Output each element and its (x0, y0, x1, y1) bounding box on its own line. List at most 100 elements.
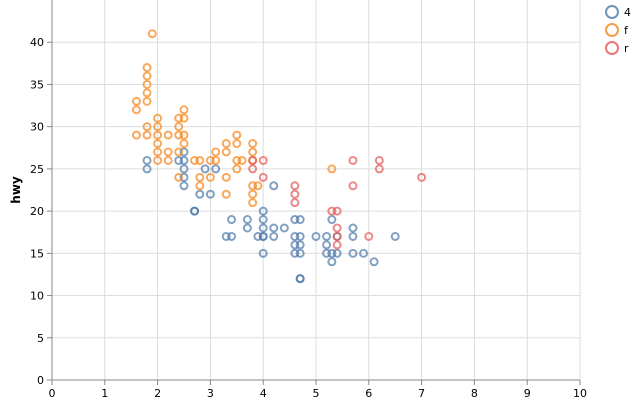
legend-label-r: r (624, 42, 629, 55)
y-tick-label: 40 (30, 36, 44, 49)
point-r (332, 223, 342, 233)
point-f (232, 164, 242, 174)
point-4 (359, 248, 369, 258)
point-r (290, 198, 300, 208)
point-f (174, 172, 184, 182)
point-f (147, 29, 157, 39)
point-4 (290, 248, 300, 258)
point-r (364, 231, 374, 241)
point-4 (295, 240, 305, 250)
point-f (195, 155, 205, 165)
point-f (221, 139, 231, 149)
legend-label-4: 4 (624, 6, 631, 19)
point-r (332, 240, 342, 250)
point-4 (295, 231, 305, 241)
point-4 (242, 215, 252, 225)
point-4 (258, 248, 268, 258)
y-tick-label: 5 (37, 332, 44, 345)
point-f (211, 147, 221, 157)
point-f (327, 164, 337, 174)
point-r (374, 164, 384, 174)
point-f (179, 139, 189, 149)
point-r (332, 206, 342, 216)
y-tick-label: 15 (30, 247, 44, 260)
y-tick-label: 35 (30, 78, 44, 91)
point-4 (290, 240, 300, 250)
point-4 (295, 248, 305, 258)
point-f (163, 147, 173, 157)
point-f (179, 113, 189, 123)
point-4 (211, 164, 221, 174)
point-f (153, 122, 163, 132)
point-4 (179, 172, 189, 182)
x-tick-label: 7 (418, 387, 425, 400)
point-4 (279, 223, 289, 233)
point-4 (258, 215, 268, 225)
points-layer (131, 29, 427, 284)
point-f (174, 122, 184, 132)
point-4 (348, 223, 358, 233)
point-f (153, 147, 163, 157)
point-4 (348, 248, 358, 258)
x-tick-label: 9 (524, 387, 531, 400)
axes-layer: 0 1 2 3 4 5 6 7 8 9 10 0 5 10 15 20 25 30 35 40 (30, 0, 587, 400)
point-4 (348, 231, 358, 241)
point-f (248, 198, 258, 208)
point-f (142, 96, 152, 106)
point-f (253, 181, 263, 191)
point-4 (269, 181, 279, 191)
point-4 (200, 164, 210, 174)
point-f (248, 147, 258, 157)
y-axis-title: hwy (9, 176, 23, 204)
point-f (179, 130, 189, 140)
point-4 (142, 155, 152, 165)
point-4 (242, 223, 252, 233)
point-4 (179, 147, 189, 157)
point-4 (269, 223, 279, 233)
point-4 (295, 274, 305, 284)
point-4 (258, 206, 268, 216)
point-4 (227, 231, 237, 241)
point-f (174, 147, 184, 157)
point-4 (322, 248, 332, 258)
point-f (248, 181, 258, 191)
point-f (248, 189, 258, 199)
point-4 (327, 257, 337, 267)
point-f (174, 130, 184, 140)
point-f (232, 155, 242, 165)
point-r (417, 172, 427, 182)
point-4 (221, 231, 231, 241)
point-f (153, 155, 163, 165)
point-f (232, 139, 242, 149)
x-tick-label: 2 (154, 387, 161, 400)
grid-layer (51, 0, 581, 381)
point-4 (311, 231, 321, 241)
legend-symbol-r (605, 41, 619, 55)
point-4 (195, 189, 205, 199)
point-4 (369, 257, 379, 267)
point-4 (174, 155, 184, 165)
point-r (327, 206, 337, 216)
point-f (142, 71, 152, 81)
y-tick-label: 0 (37, 374, 44, 387)
point-f (221, 147, 231, 157)
x-tick-label: 10 (573, 387, 587, 400)
x-tick-label: 3 (207, 387, 214, 400)
point-r (374, 155, 384, 165)
point-4 (322, 231, 332, 241)
legend-symbol-f (605, 23, 619, 37)
point-f (153, 130, 163, 140)
point-f (190, 155, 200, 165)
x-tick-label: 1 (101, 387, 108, 400)
point-4 (179, 181, 189, 191)
point-f (142, 79, 152, 89)
point-f (211, 155, 221, 165)
legend: 4 fr (605, 5, 631, 55)
x-tick-label: 0 (49, 387, 56, 400)
y-tick-label: 10 (30, 290, 44, 303)
point-4 (142, 164, 152, 174)
point-4 (205, 189, 215, 199)
point-r (332, 231, 342, 241)
point-4 (258, 223, 268, 233)
point-4 (327, 248, 337, 258)
